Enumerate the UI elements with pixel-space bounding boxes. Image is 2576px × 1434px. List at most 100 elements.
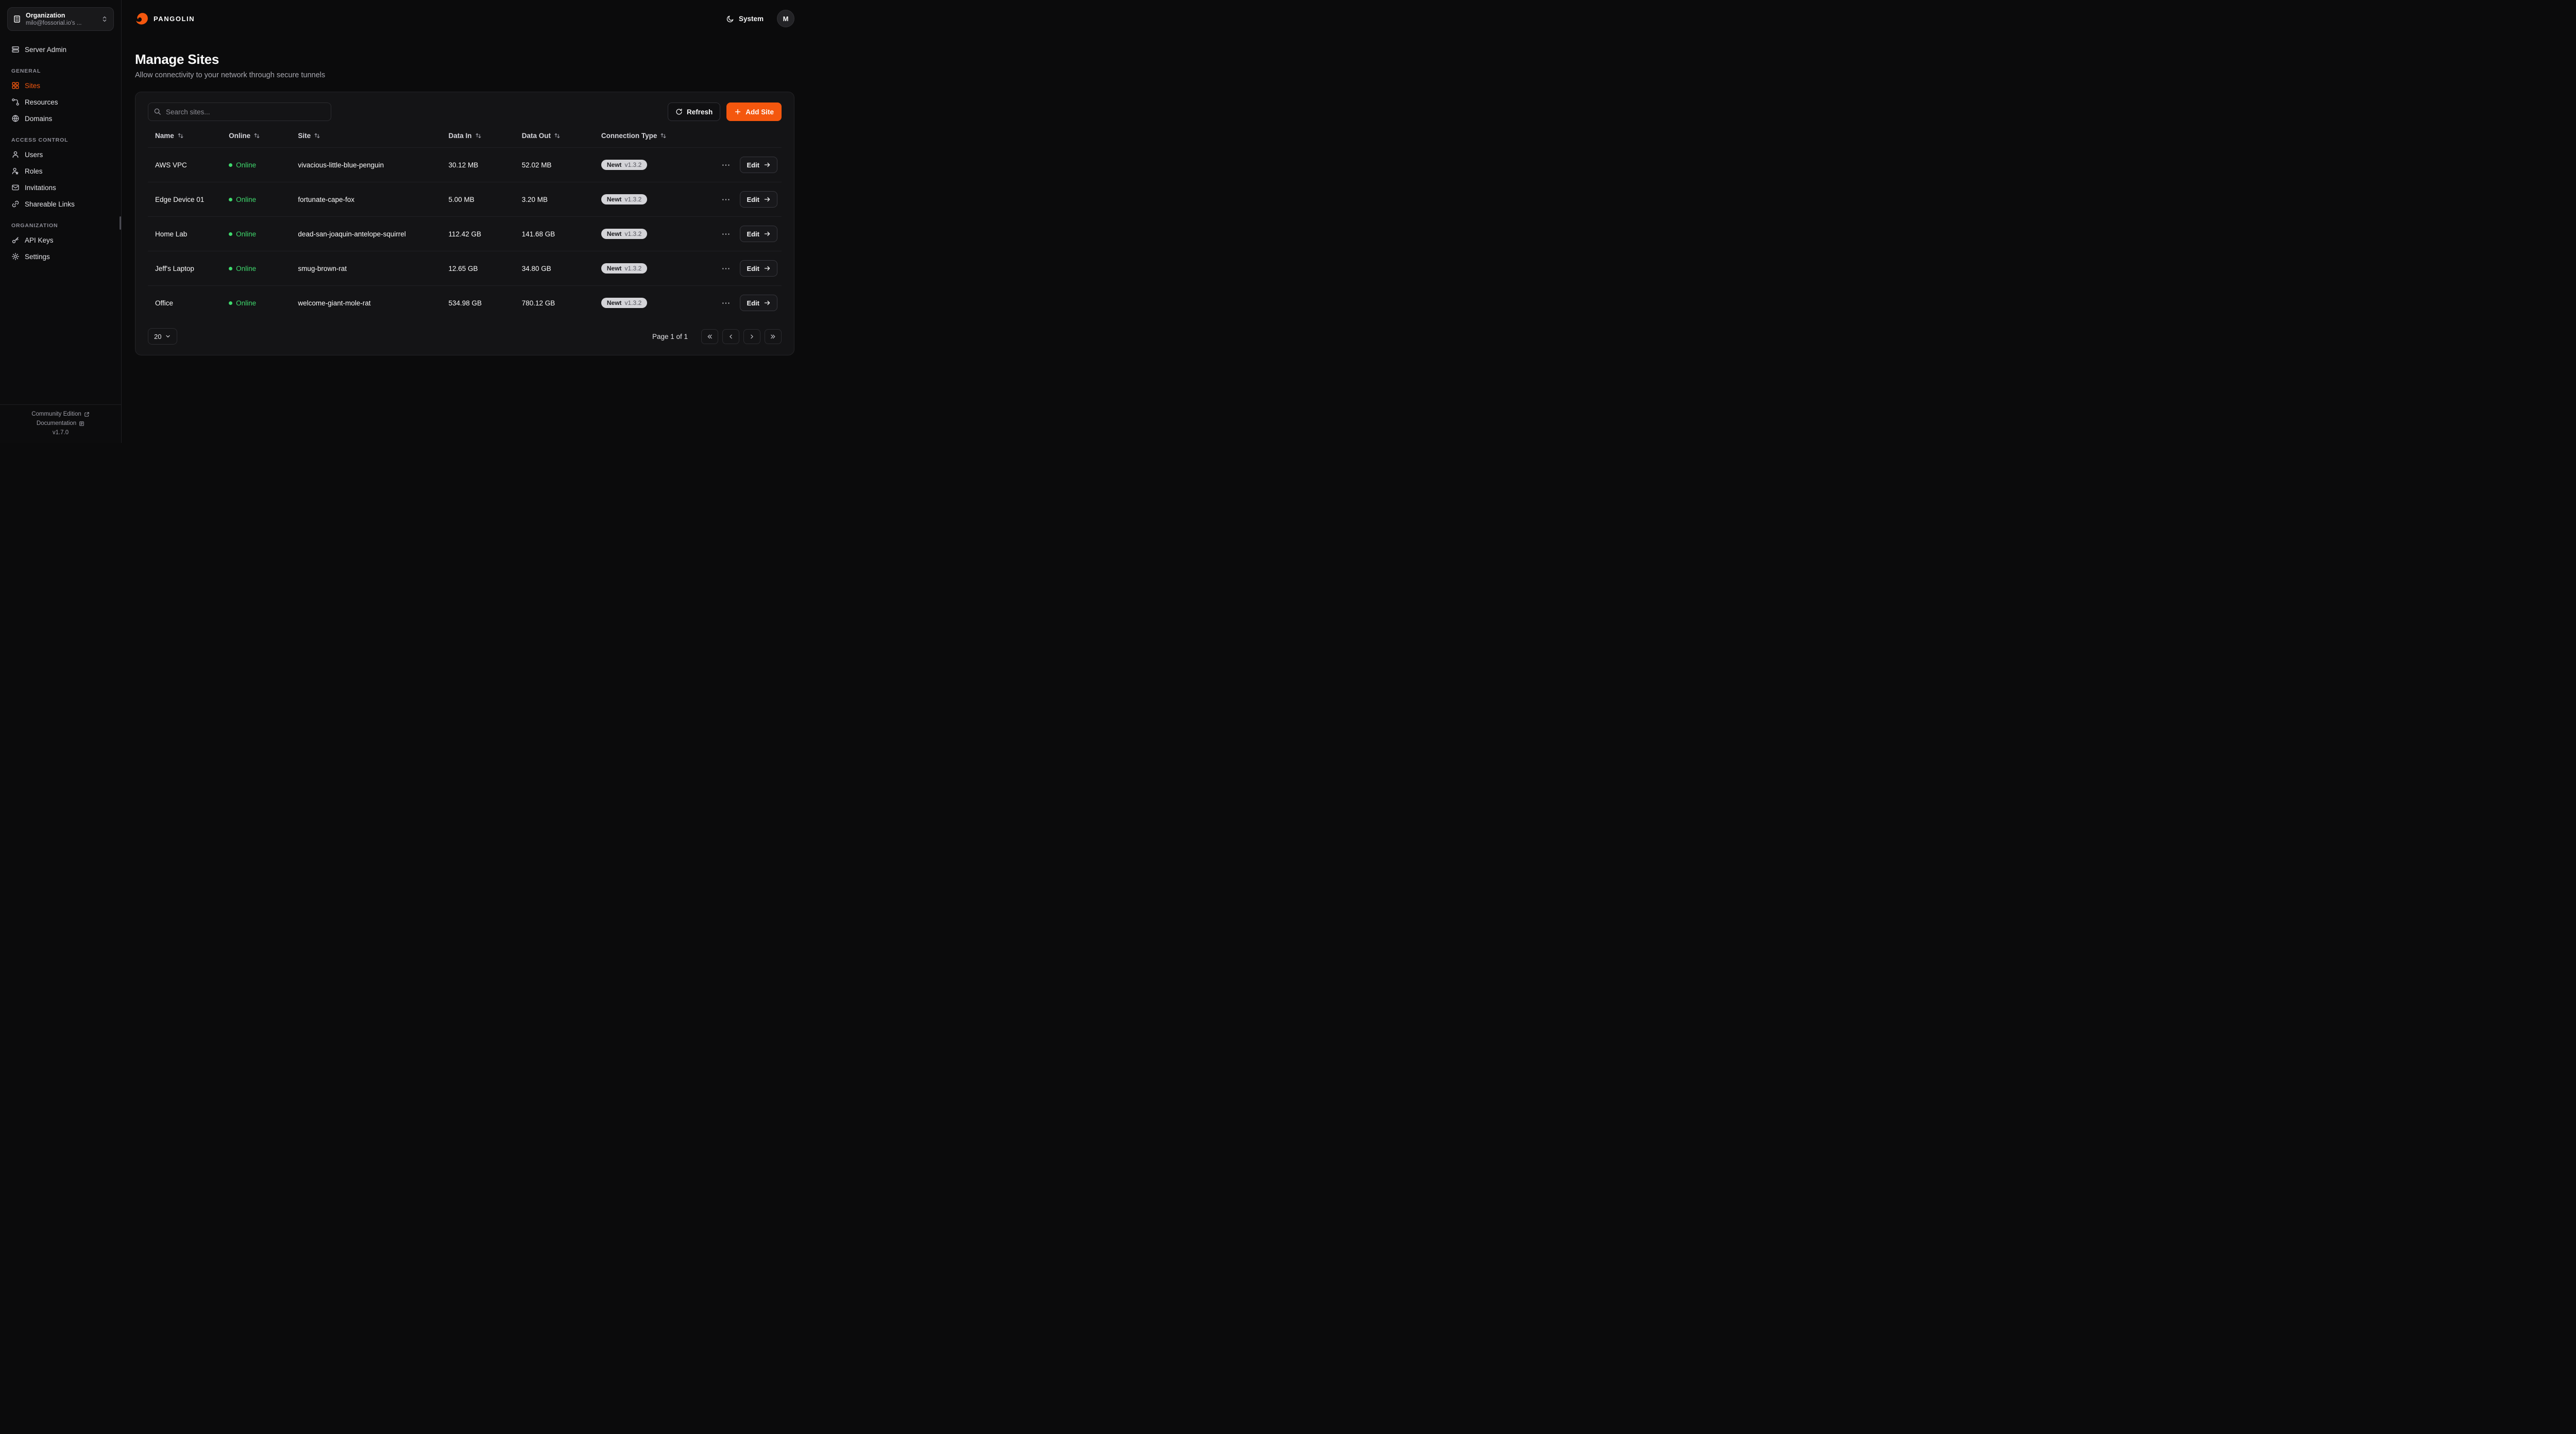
page-subtitle: Allow connectivity to your network throu… — [135, 71, 326, 79]
online-status-label: Online — [236, 161, 257, 169]
online-status-dot — [229, 301, 233, 305]
card-toolbar: Refresh Add Site — [148, 103, 782, 121]
edit-button[interactable]: Edit — [740, 260, 777, 277]
column-header-name[interactable]: Name — [155, 132, 184, 140]
column-header-connection-type[interactable]: Connection Type — [601, 132, 667, 140]
table-row: Jeff's Laptop Online smug-brown-rat 12.6… — [148, 251, 782, 286]
table-row: Home Lab Online dead-san-joaquin-antelop… — [148, 216, 782, 251]
org-value: milo@fossorial.io's ... — [26, 20, 82, 26]
previous-page-button[interactable] — [722, 329, 739, 344]
last-page-button[interactable] — [765, 329, 782, 344]
cell-connection-type: Newt v1.3.2 — [597, 147, 716, 182]
theme-toggle-button[interactable]: System — [723, 14, 767, 23]
toolbar-actions: Refresh Add Site — [667, 103, 782, 121]
avatar[interactable]: M — [777, 10, 794, 27]
table-row: Office Online welcome-giant-mole-rat 534… — [148, 285, 782, 320]
next-page-button[interactable] — [743, 329, 760, 344]
sidebar-item-label: Resources — [25, 98, 58, 106]
section-label-organization: ORGANIZATION — [11, 223, 58, 229]
link-icon — [11, 200, 20, 208]
edit-button[interactable]: Edit — [740, 191, 777, 208]
waypoints-icon — [11, 98, 20, 106]
cell-data-in: 534.98 GB — [444, 285, 518, 320]
page-title: Manage Sites — [135, 52, 219, 67]
row-menu-button[interactable]: ⋯ — [719, 263, 732, 274]
sidebar-item-resources[interactable]: Resources — [7, 94, 114, 110]
building-icon — [13, 15, 21, 23]
connection-type-badge: Newt v1.3.2 — [601, 229, 648, 239]
cell-data-in: 12.65 GB — [444, 251, 518, 286]
topbar-right: System M — [723, 10, 794, 27]
brand-name: PANGOLIN — [154, 14, 195, 23]
edit-button[interactable]: Edit — [740, 295, 777, 311]
cell-online: Online — [225, 147, 294, 182]
online-status-dot — [229, 232, 233, 236]
cell-online: Online — [225, 182, 294, 217]
cell-site: dead-san-joaquin-antelope-squirrel — [294, 216, 445, 251]
column-header-data-out[interactable]: Data Out — [522, 132, 561, 140]
row-menu-button[interactable]: ⋯ — [719, 160, 732, 170]
connection-type-badge: Newt v1.3.2 — [601, 298, 648, 308]
online-status-dot — [229, 163, 233, 167]
sidebar-item-api-keys[interactable]: API Keys — [7, 232, 114, 248]
mail-icon — [11, 183, 20, 192]
community-edition-link[interactable]: Community Edition — [31, 411, 90, 417]
add-site-button[interactable]: Add Site — [726, 103, 782, 121]
cell-connection-type: Newt v1.3.2 — [597, 251, 716, 286]
search-input[interactable] — [148, 103, 331, 121]
page-size-select[interactable]: 20 — [148, 328, 178, 345]
sidebar-item-roles[interactable]: Roles — [7, 163, 114, 179]
sidebar-item-invitations[interactable]: Invitations — [7, 179, 114, 196]
cell-data-out: 34.80 GB — [517, 251, 597, 286]
cell-online: Online — [225, 216, 294, 251]
first-page-button[interactable] — [701, 329, 718, 344]
cell-online: Online — [225, 251, 294, 286]
row-menu-button[interactable]: ⋯ — [719, 229, 732, 240]
connection-type-badge: Newt v1.3.2 — [601, 194, 648, 204]
sidebar-item-settings[interactable]: Settings — [7, 248, 114, 265]
cell-site: welcome-giant-mole-rat — [294, 285, 445, 320]
sort-icon — [177, 132, 184, 139]
cell-actions: ⋯ Edit — [715, 285, 782, 320]
cell-data-in: 5.00 MB — [444, 182, 518, 217]
key-icon — [11, 236, 20, 244]
sidebar-item-server-admin[interactable]: Server Admin — [7, 41, 114, 58]
cell-data-out: 52.02 MB — [517, 147, 597, 182]
column-header-online[interactable]: Online — [229, 132, 260, 140]
refresh-button[interactable]: Refresh — [667, 103, 721, 121]
documentation-link[interactable]: Documentation — [37, 420, 84, 426]
row-menu-button[interactable]: ⋯ — [719, 298, 732, 309]
column-header-site[interactable]: Site — [298, 132, 320, 140]
edit-button[interactable]: Edit — [740, 226, 777, 242]
globe-icon — [11, 114, 20, 123]
sites-table: Name Online Site Data In Data Out Connec… — [148, 124, 782, 320]
user-role-icon — [11, 167, 20, 175]
chevrons-up-down-icon — [101, 15, 108, 23]
cell-data-out: 3.20 MB — [517, 182, 597, 217]
column-header-data-in[interactable]: Data In — [448, 132, 481, 140]
arrow-right-icon — [764, 265, 771, 272]
row-menu-button[interactable]: ⋯ — [719, 194, 732, 205]
edit-button[interactable]: Edit — [740, 157, 777, 173]
sidebar-scrollbar[interactable] — [120, 216, 121, 230]
sort-icon — [554, 132, 561, 139]
sidebar-item-sites[interactable]: Sites — [7, 77, 114, 94]
sidebar-item-users[interactable]: Users — [7, 146, 114, 163]
sort-icon — [314, 132, 320, 139]
user-icon — [11, 150, 20, 159]
sidebar-item-label: API Keys — [25, 236, 54, 244]
chevrons-left-icon — [706, 333, 713, 340]
sidebar-item-label: Server Admin — [25, 45, 67, 54]
book-icon — [79, 421, 84, 426]
arrow-right-icon — [764, 161, 771, 168]
pangolin-logo-icon — [135, 12, 149, 26]
sidebar-item-shareable-links[interactable]: Shareable Links — [7, 196, 114, 212]
sidebar-item-domains[interactable]: Domains — [7, 110, 114, 127]
ellipsis-icon: ⋯ — [721, 229, 731, 239]
org-selector[interactable]: Organization milo@fossorial.io's ... — [7, 7, 114, 31]
ellipsis-icon: ⋯ — [721, 194, 731, 204]
brand: PANGOLIN — [135, 12, 195, 26]
pagination: Page 1 of 1 — [652, 329, 782, 344]
online-status-label: Online — [236, 264, 257, 272]
column-header-actions — [715, 124, 782, 148]
